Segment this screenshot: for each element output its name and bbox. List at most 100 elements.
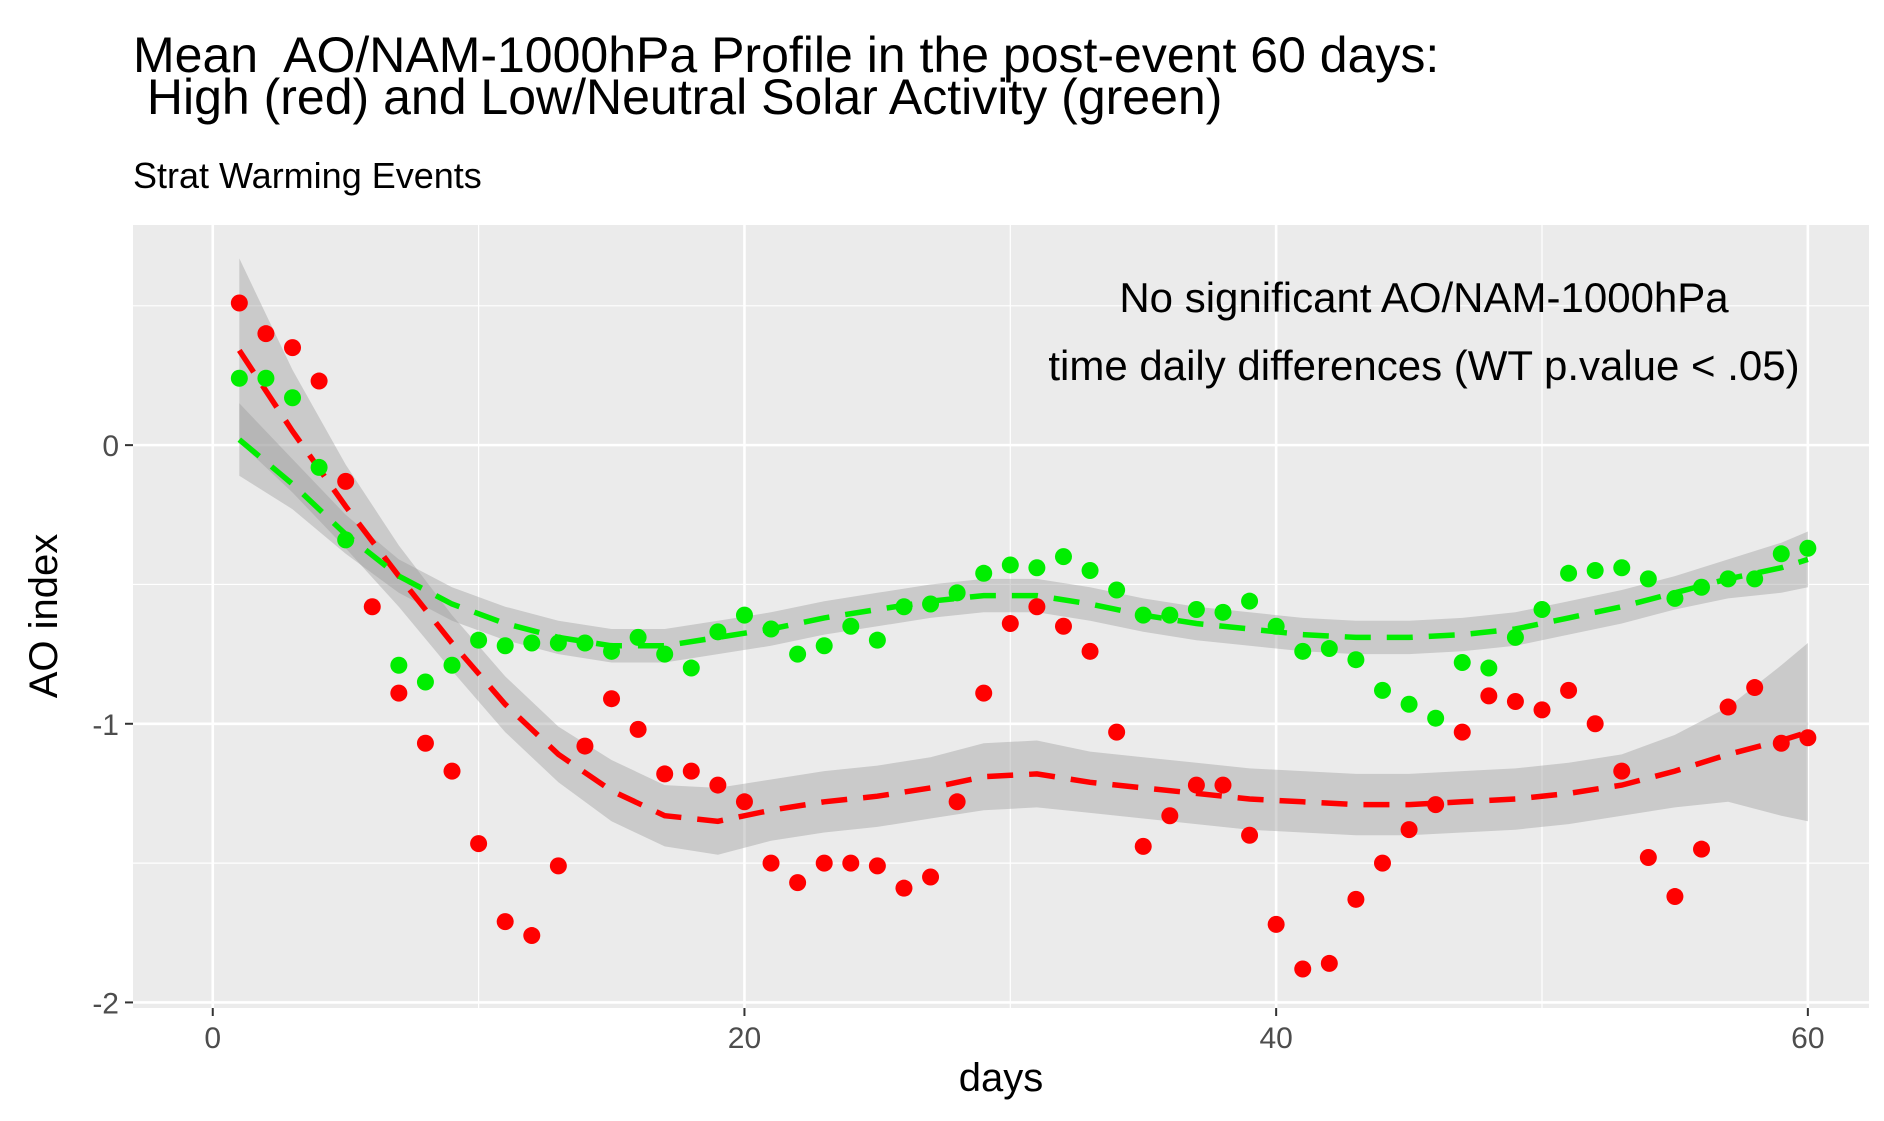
data-point-0 <box>1054 617 1072 635</box>
data-point-0 <box>1373 854 1391 872</box>
data-point-0 <box>1586 715 1604 733</box>
data-point-0 <box>443 762 461 780</box>
data-point-0 <box>1427 796 1445 814</box>
data-point-1 <box>815 637 833 655</box>
data-point-0 <box>363 598 381 616</box>
data-point-1 <box>709 623 727 641</box>
data-point-0 <box>549 857 567 875</box>
data-point-0 <box>975 684 993 702</box>
data-point-1 <box>310 458 328 476</box>
data-point-1 <box>1799 539 1817 557</box>
data-point-1 <box>1347 651 1365 669</box>
data-point-0 <box>789 874 807 892</box>
data-point-1 <box>1613 559 1631 577</box>
data-point-0 <box>762 854 780 872</box>
data-point-0 <box>842 854 860 872</box>
data-point-0 <box>1506 692 1524 710</box>
data-point-1 <box>1241 592 1259 610</box>
data-point-0 <box>1320 954 1338 972</box>
smooth-line-1 <box>237 437 1809 649</box>
data-point-0 <box>1613 762 1631 780</box>
y-axis-label: AO index <box>22 534 66 699</box>
axis-layer: 0 20 40 60 0 -1 -2 <box>92 430 1824 1055</box>
data-point-1 <box>337 531 355 549</box>
data-point-1 <box>682 659 700 677</box>
data-point-0 <box>1480 687 1498 705</box>
data-point-0 <box>1400 821 1418 839</box>
data-point-1 <box>1453 653 1471 671</box>
data-point-0 <box>1772 734 1790 752</box>
chart-title-line-2: High (red) and Low/Neutral Solar Activit… <box>133 69 1223 125</box>
data-point-1 <box>470 631 488 649</box>
data-point-1 <box>284 389 302 407</box>
data-point-1 <box>1506 628 1524 646</box>
data-point-0 <box>629 720 647 738</box>
data-point-0 <box>1347 890 1365 908</box>
data-point-1 <box>762 620 780 638</box>
data-point-1 <box>603 642 621 660</box>
data-point-1 <box>895 598 913 616</box>
data-point-1 <box>230 369 248 387</box>
data-point-0 <box>1001 614 1019 632</box>
data-point-0 <box>1028 598 1046 616</box>
chart-subtitle: Strat Warming Events <box>133 155 482 196</box>
data-point-1 <box>1161 606 1179 624</box>
x-tick-label: 0 <box>204 1022 221 1055</box>
data-point-1 <box>868 631 886 649</box>
data-point-1 <box>1533 601 1551 619</box>
data-point-0 <box>284 339 302 357</box>
data-point-1 <box>549 634 567 652</box>
data-point-1 <box>1746 570 1764 588</box>
confidence-band-0 <box>239 258 1808 855</box>
data-point-0 <box>1267 915 1285 933</box>
x-axis-label: days <box>959 1056 1044 1100</box>
annotation-line-1: No significant AO/NAM-1000hPa <box>1119 274 1729 321</box>
annotation-line-2: time daily differences (WT p.value < .05… <box>1048 342 1799 389</box>
data-point-1 <box>1214 603 1232 621</box>
data-point-0 <box>603 690 621 708</box>
data-point-0 <box>1666 888 1684 906</box>
data-point-1 <box>1373 681 1391 699</box>
data-point-1 <box>1134 606 1152 624</box>
data-point-1 <box>1054 548 1072 566</box>
data-point-1 <box>1187 601 1205 619</box>
data-point-1 <box>948 584 966 602</box>
data-point-0 <box>416 734 434 752</box>
data-point-1 <box>1028 559 1046 577</box>
y-tick-label: 0 <box>102 430 119 463</box>
ci-band-layer <box>239 258 1808 855</box>
data-point-1 <box>257 369 275 387</box>
data-point-1 <box>1320 640 1338 658</box>
data-point-0 <box>310 372 328 390</box>
data-point-0 <box>868 857 886 875</box>
data-point-1 <box>1427 709 1445 727</box>
data-point-1 <box>789 645 807 663</box>
smooth-line-0 <box>237 348 1809 825</box>
data-point-0 <box>735 793 753 811</box>
data-point-0 <box>1108 723 1126 741</box>
data-point-0 <box>656 765 674 783</box>
data-point-0 <box>523 927 541 945</box>
smooth-line-layer <box>237 348 1809 825</box>
data-point-0 <box>1134 837 1152 855</box>
data-point-1 <box>842 617 860 635</box>
data-point-0 <box>1161 807 1179 825</box>
data-point-0 <box>1533 701 1551 719</box>
data-point-0 <box>1081 642 1099 660</box>
data-point-0 <box>1187 776 1205 794</box>
data-point-1 <box>1400 695 1418 713</box>
data-point-0 <box>1214 776 1232 794</box>
data-point-1 <box>1294 642 1312 660</box>
data-point-0 <box>1799 729 1817 747</box>
x-tick-label: 20 <box>728 1022 761 1055</box>
data-point-0 <box>496 913 514 931</box>
data-point-1 <box>496 637 514 655</box>
data-point-0 <box>709 776 727 794</box>
y-tick-label: -1 <box>92 709 119 742</box>
data-point-1 <box>922 595 940 613</box>
data-point-0 <box>1560 681 1578 699</box>
data-point-1 <box>1108 581 1126 599</box>
chart-title-line-1: Mean AO/NAM-1000hPa Profile in the post-… <box>133 27 1440 83</box>
